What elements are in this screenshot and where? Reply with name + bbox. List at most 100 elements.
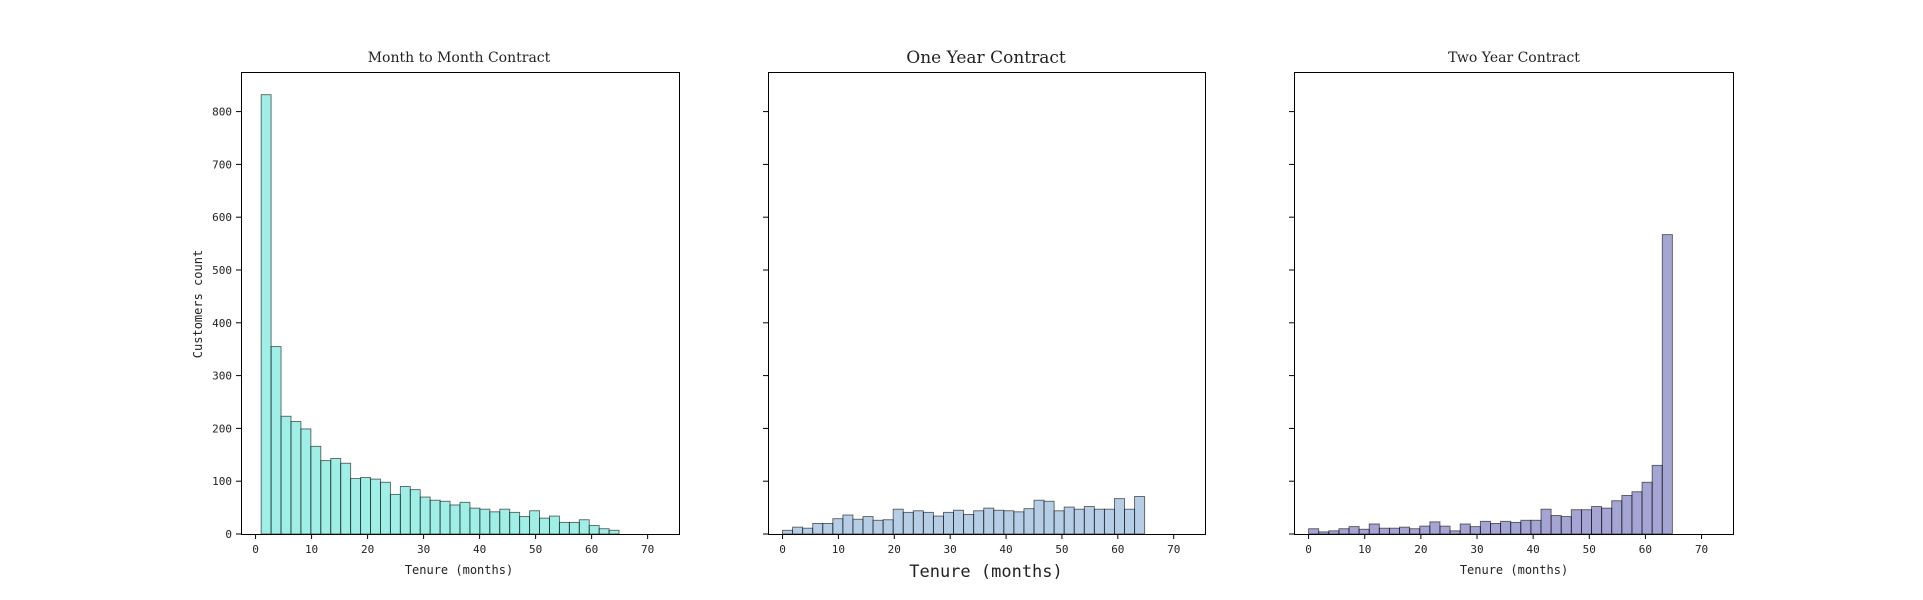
plot-frame [1294, 72, 1734, 535]
panel-month-to-month: Month to Month Contract Tenure (months) … [191, 50, 680, 577]
histogram-bar [1033, 499, 1045, 535]
histogram-bar [1621, 495, 1633, 535]
histogram-bar [842, 514, 854, 535]
histogram-bar [1103, 508, 1115, 535]
histogram-bar [1520, 519, 1532, 535]
x-tick-label: 20 [1414, 543, 1427, 556]
x-tick-label: 70 [1167, 543, 1180, 556]
histogram-bar [1601, 507, 1613, 535]
histogram-bar [1348, 526, 1360, 535]
x-tick-label: 20 [361, 543, 374, 556]
histogram-bar [350, 478, 362, 535]
x-tick-label: 70 [641, 543, 654, 556]
histogram-bar [568, 521, 580, 535]
plot-frame [241, 72, 680, 535]
histogram-bar [1631, 491, 1643, 535]
histogram-bar [1550, 515, 1562, 535]
histogram-bar [1023, 508, 1035, 535]
histogram-bar [932, 515, 944, 535]
histogram-bar [320, 460, 332, 535]
histogram-bar [280, 415, 292, 535]
histogram-bar [1641, 481, 1653, 535]
histogram-bar [1611, 500, 1623, 535]
x-tick-label: 50 [529, 543, 542, 556]
plot-frame [768, 72, 1206, 535]
histogram-bar [340, 462, 352, 535]
x-tick-label: 60 [1639, 543, 1652, 556]
y-tick-label: 0 [225, 528, 232, 541]
histogram-bar [953, 509, 965, 535]
chart-title: Two Year Contract [1448, 50, 1580, 66]
histogram-bar [782, 529, 794, 535]
histogram-bar [1419, 525, 1431, 535]
histogram-bar [812, 522, 824, 535]
x-tick-label: 0 [1305, 543, 1312, 556]
histogram-bar [290, 421, 302, 535]
histogram-bar [792, 526, 804, 535]
x-tick-label: 30 [944, 543, 957, 556]
x-axis-label: Tenure (months) [909, 562, 1063, 582]
histogram-bar [549, 515, 560, 535]
x-tick-label: 40 [473, 543, 486, 556]
histogram-bar [1358, 528, 1370, 535]
histogram-bar [370, 478, 381, 535]
histogram-bar [832, 518, 844, 535]
histogram-bar [892, 508, 904, 535]
x-tick-label: 10 [1358, 543, 1371, 556]
histogram-bar [578, 519, 590, 535]
histogram-bar [1429, 521, 1441, 535]
histogram-bar [1318, 531, 1330, 535]
histogram-bar [1661, 234, 1673, 535]
histogram-bar [912, 510, 924, 535]
y-tick-label: 800 [212, 106, 232, 119]
y-tick-label: 700 [212, 158, 232, 171]
histogram-bar [1134, 496, 1146, 535]
histogram-bar [1053, 510, 1065, 535]
histogram-bar [1114, 498, 1125, 535]
histogram-bar [1510, 521, 1522, 535]
histogram-bar [399, 486, 411, 535]
x-tick-label: 10 [305, 543, 318, 556]
histogram-bar [872, 519, 884, 535]
histogram-bar [260, 94, 272, 535]
histogram-bar [963, 514, 975, 535]
histogram-bar [1043, 500, 1055, 535]
x-tick-label: 50 [1055, 543, 1068, 556]
y-tick-label: 100 [212, 475, 232, 488]
x-tick-label: 70 [1695, 543, 1708, 556]
x-tick-label: 30 [417, 543, 430, 556]
histogram-bar [509, 511, 521, 535]
histogram-bar [1560, 516, 1572, 535]
x-tick-label: 10 [832, 543, 845, 556]
histogram-bar [983, 507, 995, 535]
histogram-bar [1388, 527, 1400, 535]
x-tick-label: 60 [585, 543, 598, 556]
histogram-bar [1570, 509, 1582, 535]
histogram-bar [360, 477, 371, 535]
x-tick-label: 20 [888, 543, 901, 556]
histogram-bar [1124, 508, 1136, 535]
histogram-bar [558, 521, 570, 535]
x-tick-label: 60 [1111, 543, 1124, 556]
histogram-bar [1063, 506, 1075, 535]
x-tick-label: 30 [1470, 543, 1483, 556]
x-tick-label: 0 [779, 543, 786, 556]
histogram-bar [1003, 510, 1015, 535]
histogram-bar [1328, 530, 1340, 535]
histogram-bar [1540, 508, 1552, 535]
histogram-bar [469, 507, 481, 535]
panel-two-year: Two Year Contract Tenure (months) 0 10 20 3… [1289, 50, 1734, 577]
y-tick-label: 600 [212, 211, 232, 224]
histogram-bar [882, 519, 894, 535]
histogram-bar [922, 511, 934, 535]
histogram-bar [1591, 506, 1603, 535]
histogram-bar [1580, 509, 1592, 535]
histogram-bar [1093, 508, 1105, 535]
histogram-bar [449, 504, 461, 535]
histogram-bar [1338, 528, 1350, 535]
histogram-bar [862, 516, 874, 535]
histogram-bar [1378, 527, 1390, 535]
histogram-bar [943, 511, 954, 535]
histogram-bar [1449, 530, 1461, 535]
histogram-bar [1490, 522, 1502, 535]
